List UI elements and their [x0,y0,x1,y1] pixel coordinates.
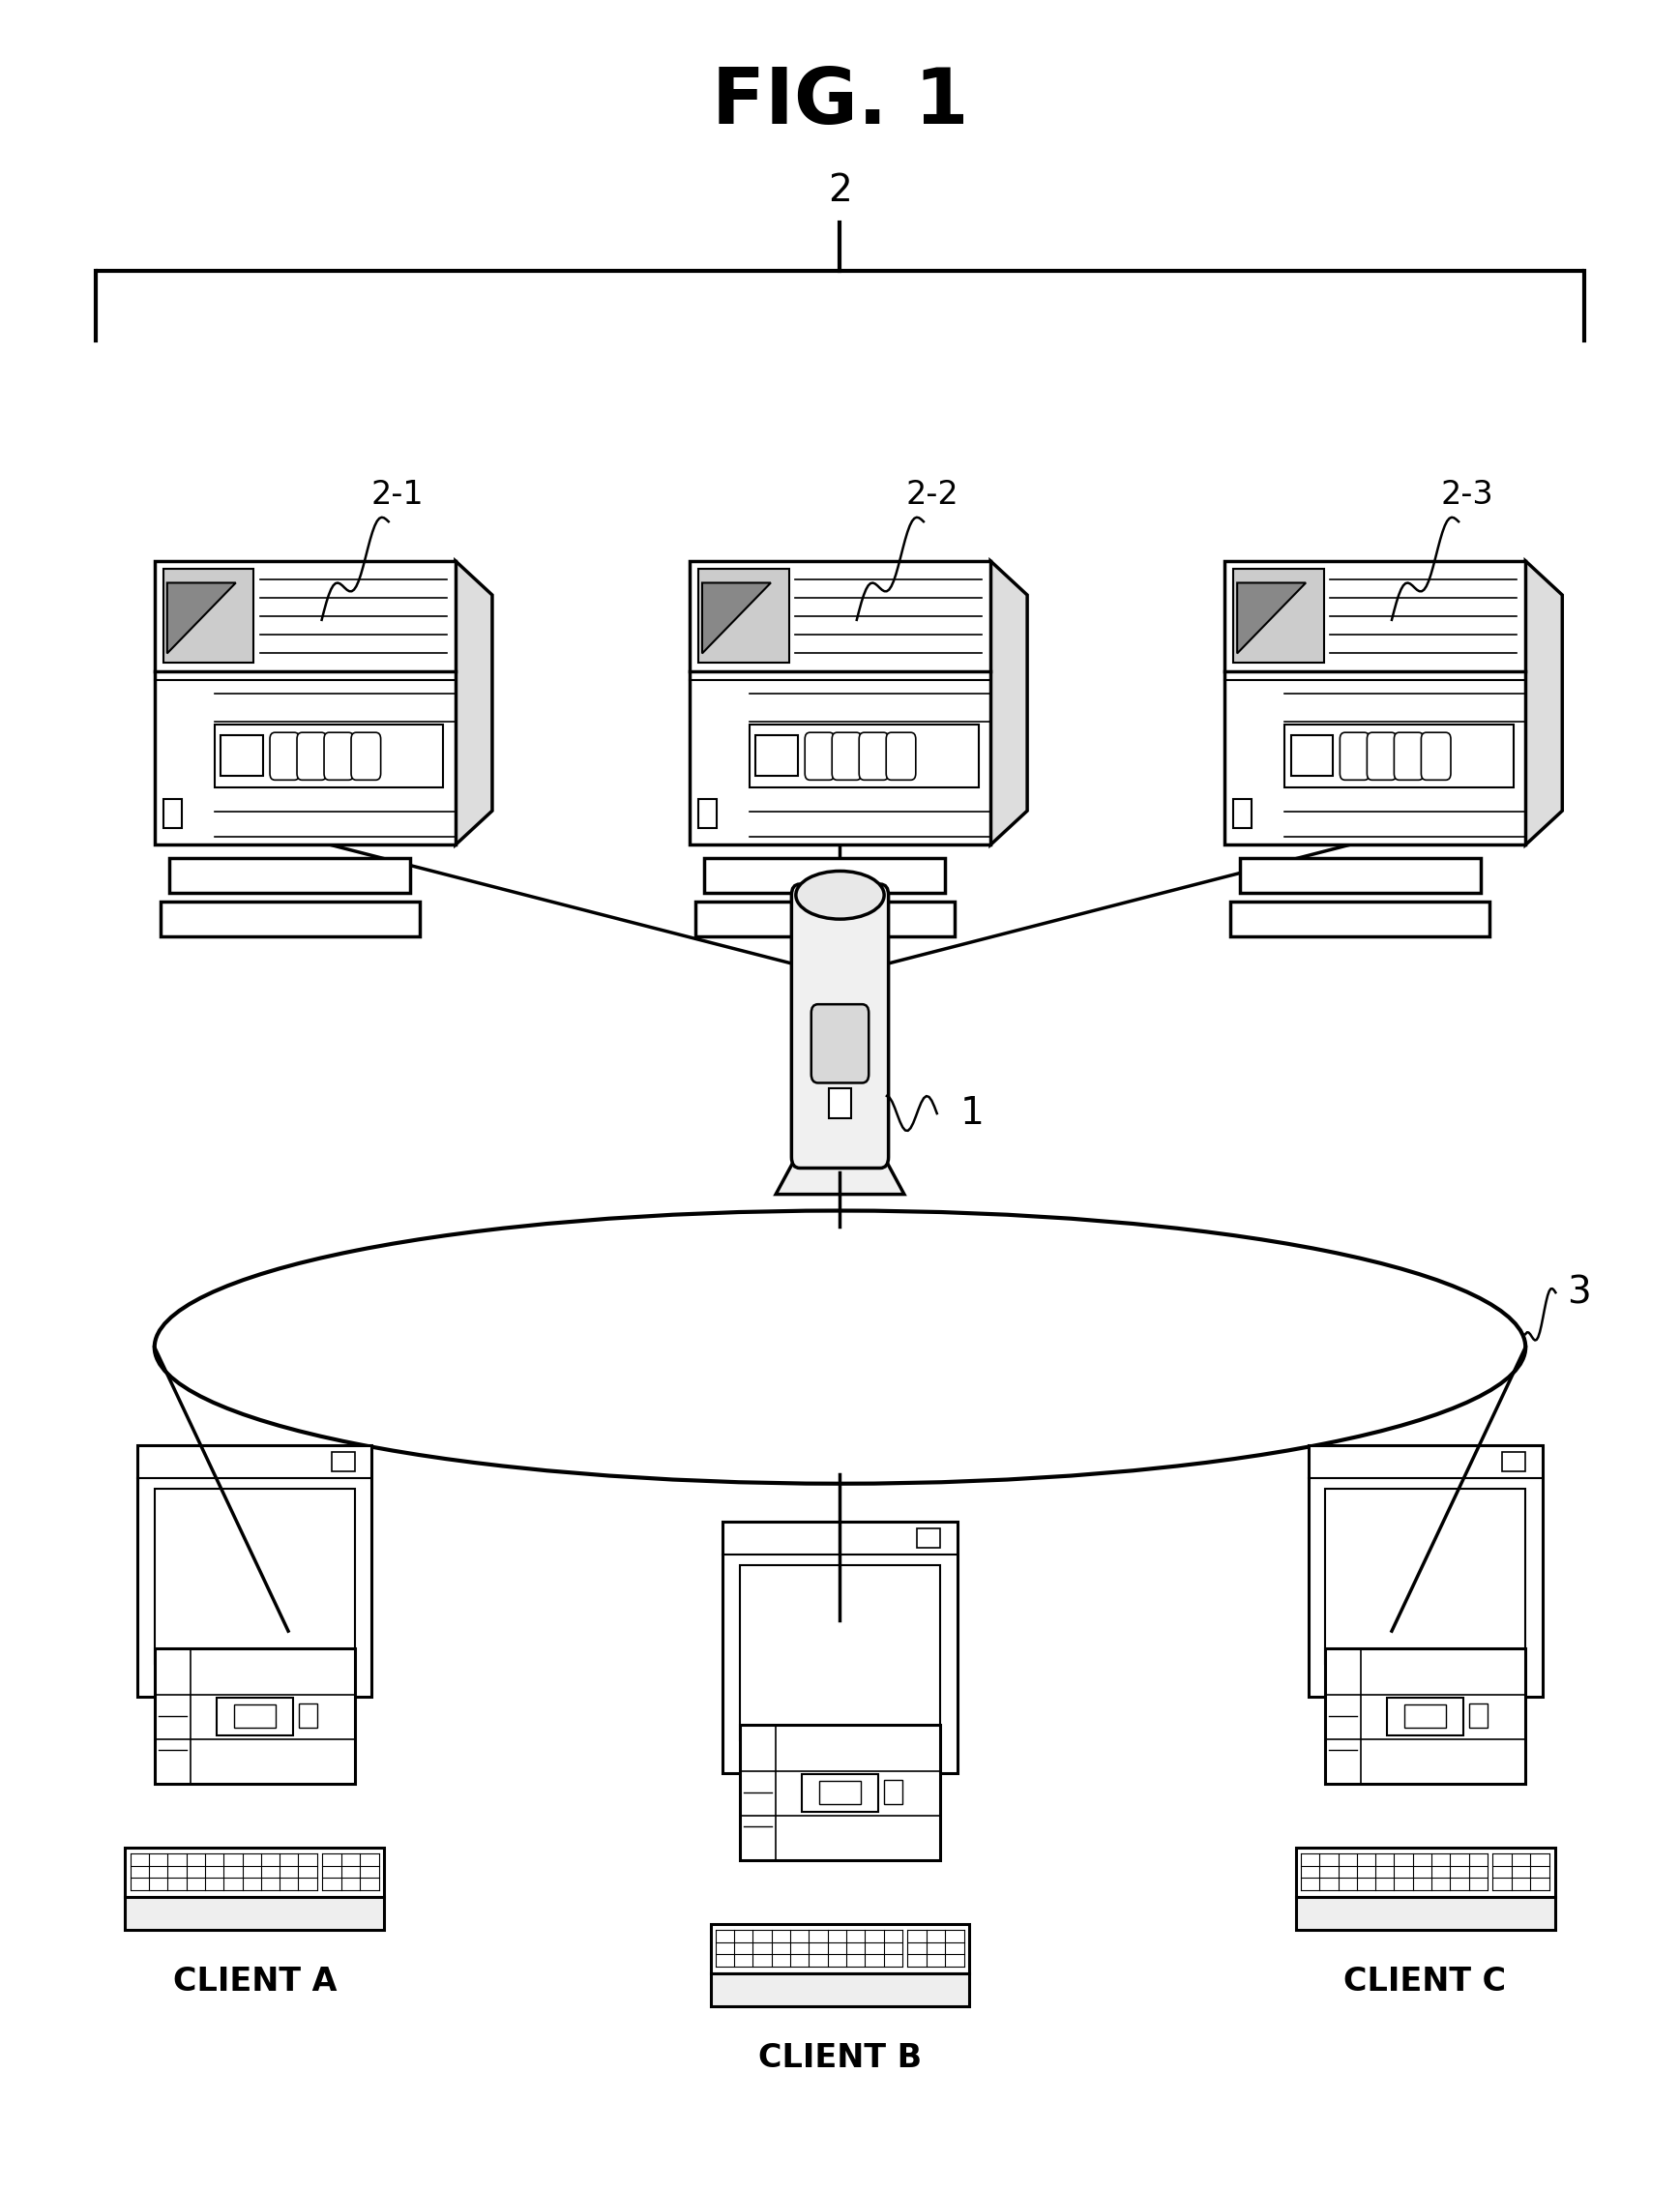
Polygon shape [711,1973,969,2006]
FancyBboxPatch shape [234,1705,276,1727]
Polygon shape [776,1157,904,1195]
Ellipse shape [205,1672,304,1721]
Ellipse shape [791,1749,889,1797]
FancyBboxPatch shape [324,732,353,780]
Text: 3: 3 [1567,1274,1591,1311]
Text: 2: 2 [828,173,852,208]
Polygon shape [163,568,254,662]
FancyBboxPatch shape [217,1697,292,1736]
FancyBboxPatch shape [756,734,798,776]
Text: CLIENT C: CLIENT C [1344,1966,1507,1997]
Polygon shape [711,1925,969,1973]
Ellipse shape [1376,1672,1475,1721]
Text: CLIENT A: CLIENT A [173,1966,336,1997]
FancyBboxPatch shape [270,732,299,780]
FancyBboxPatch shape [1326,1488,1525,1664]
FancyBboxPatch shape [704,857,946,892]
FancyBboxPatch shape [220,734,262,776]
FancyBboxPatch shape [801,1773,879,1811]
Text: FIG. 1: FIG. 1 [712,64,968,140]
FancyBboxPatch shape [138,1445,371,1697]
Text: 1: 1 [961,1096,984,1131]
FancyBboxPatch shape [1394,732,1423,780]
Polygon shape [1295,1848,1554,1896]
FancyBboxPatch shape [1341,732,1369,780]
FancyBboxPatch shape [689,561,991,844]
FancyBboxPatch shape [739,1565,941,1740]
FancyBboxPatch shape [351,732,381,780]
FancyBboxPatch shape [791,883,889,1168]
Ellipse shape [796,870,884,918]
FancyBboxPatch shape [1388,1697,1463,1736]
FancyBboxPatch shape [299,1703,318,1727]
FancyBboxPatch shape [155,561,455,844]
FancyBboxPatch shape [917,1528,941,1548]
FancyBboxPatch shape [858,732,889,780]
FancyBboxPatch shape [163,798,181,829]
FancyBboxPatch shape [1285,726,1514,787]
FancyBboxPatch shape [805,732,835,780]
Polygon shape [166,583,235,653]
FancyBboxPatch shape [161,901,420,936]
Text: 2-2: 2-2 [906,478,958,511]
FancyBboxPatch shape [1502,1451,1525,1471]
FancyBboxPatch shape [1326,1648,1525,1784]
Polygon shape [126,1896,385,1931]
Polygon shape [455,561,492,844]
Polygon shape [699,568,790,662]
FancyBboxPatch shape [884,1780,902,1804]
FancyBboxPatch shape [1309,1445,1542,1697]
FancyBboxPatch shape [699,798,717,829]
FancyBboxPatch shape [1404,1705,1446,1727]
Ellipse shape [1356,1657,1495,1736]
FancyBboxPatch shape [155,1648,354,1784]
FancyBboxPatch shape [696,901,954,936]
FancyBboxPatch shape [170,857,410,892]
FancyBboxPatch shape [1290,734,1332,776]
FancyBboxPatch shape [215,726,444,787]
Polygon shape [126,1848,385,1896]
FancyBboxPatch shape [1225,561,1525,844]
FancyBboxPatch shape [1421,732,1452,780]
FancyBboxPatch shape [739,1725,941,1861]
Polygon shape [1233,568,1324,662]
Polygon shape [1525,561,1562,844]
Polygon shape [991,561,1026,844]
Ellipse shape [769,1734,911,1813]
FancyBboxPatch shape [331,1451,354,1471]
FancyBboxPatch shape [1240,857,1480,892]
Text: 2-1: 2-1 [371,478,423,511]
FancyBboxPatch shape [1470,1703,1488,1727]
Polygon shape [1236,583,1305,653]
FancyBboxPatch shape [1230,901,1490,936]
FancyBboxPatch shape [722,1521,958,1773]
Text: CLIENT B: CLIENT B [758,2041,922,2074]
FancyBboxPatch shape [828,1089,852,1118]
FancyBboxPatch shape [155,1488,354,1664]
FancyBboxPatch shape [885,732,916,780]
Polygon shape [702,583,771,653]
FancyBboxPatch shape [297,732,326,780]
FancyBboxPatch shape [1368,732,1396,780]
Polygon shape [1295,1896,1554,1931]
FancyBboxPatch shape [811,1004,869,1083]
Ellipse shape [185,1657,324,1736]
FancyBboxPatch shape [832,732,862,780]
FancyBboxPatch shape [820,1782,860,1804]
Text: 2-3: 2-3 [1440,478,1494,511]
FancyBboxPatch shape [749,726,978,787]
FancyBboxPatch shape [1233,798,1252,829]
